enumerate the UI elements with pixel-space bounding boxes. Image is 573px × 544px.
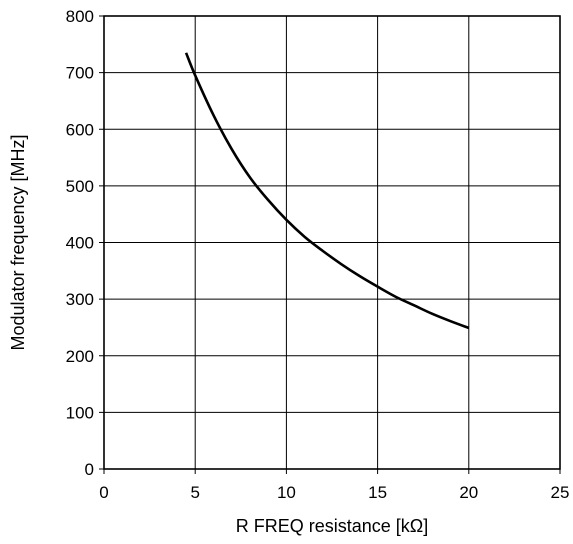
grid-lines (104, 16, 560, 469)
y-axis-title: Modulator frequency [MHz] (8, 134, 28, 350)
y-axis-ticks: 0 100 200 300 400 500 600 700 800 (66, 7, 104, 479)
x-axis-ticks: 0 5 10 15 20 25 (99, 469, 569, 502)
x-tick-label: 15 (368, 483, 387, 502)
x-tick-label: 10 (277, 483, 296, 502)
x-axis-title: R FREQ resistance [kΩ] (236, 516, 429, 536)
y-tick-label: 700 (66, 64, 94, 83)
y-tick-label: 200 (66, 347, 94, 366)
y-tick-label: 0 (85, 460, 94, 479)
y-tick-label: 300 (66, 290, 94, 309)
y-tick-label: 600 (66, 120, 94, 139)
y-tick-label: 800 (66, 7, 94, 26)
x-tick-label: 0 (99, 483, 108, 502)
series-line (184, 52, 470, 330)
x-tick-label: 5 (190, 483, 199, 502)
y-tick-label: 100 (66, 403, 94, 422)
x-tick-label: 25 (551, 483, 570, 502)
y-tick-label: 400 (66, 234, 94, 253)
x-tick-label: 20 (459, 483, 478, 502)
y-tick-label: 500 (66, 177, 94, 196)
